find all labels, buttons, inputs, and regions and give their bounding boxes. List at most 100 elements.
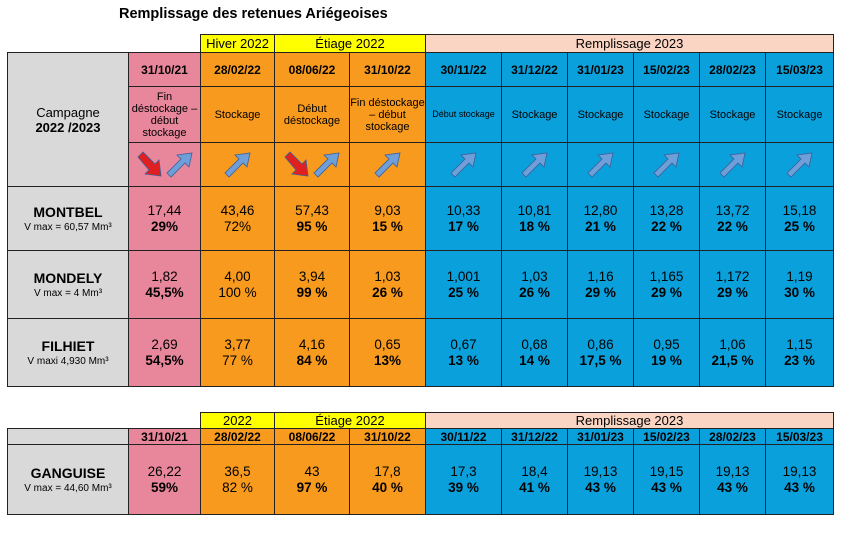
fill-percent: 25 % bbox=[448, 284, 479, 300]
value-cell: 1,16 29 % bbox=[567, 250, 634, 319]
value-cell: 10,81 18 % bbox=[501, 186, 568, 251]
arrow-cell bbox=[128, 142, 201, 187]
value-cell: 13,28 22 % bbox=[633, 186, 700, 251]
value-cell: 17,8 40 % bbox=[349, 444, 426, 515]
volume-value: 3,94 bbox=[298, 268, 326, 284]
value-cell: 1,06 21,5 % bbox=[699, 318, 766, 387]
date-header: 28/02/23 bbox=[699, 428, 766, 445]
date-header: 30/11/22 bbox=[425, 428, 502, 445]
volume-value: 0,86 bbox=[587, 336, 614, 352]
action-cell: Stockage bbox=[567, 86, 634, 143]
value-cell: 1,165 29 % bbox=[633, 250, 700, 319]
group-year: 2022 bbox=[200, 412, 275, 429]
fill-percent: 41 % bbox=[519, 479, 550, 495]
fill-percent: 29 % bbox=[585, 284, 616, 300]
fill-percent: 29 % bbox=[651, 284, 682, 300]
arrow-down-right-red-icon bbox=[136, 150, 161, 176]
reservoir-row: FILHIET V maxi 4,930 Mm³ 2,69 54,5% 3,77 77 %… bbox=[7, 318, 835, 387]
value-cell: 4,16 84 % bbox=[274, 318, 350, 387]
value-cell: 0,95 19 % bbox=[633, 318, 700, 387]
date-header: 31/01/23 bbox=[567, 428, 634, 445]
volume-value: 0,67 bbox=[450, 336, 477, 352]
arrow-down-right-red-icon bbox=[284, 150, 309, 176]
action-cell: Stockage bbox=[764, 86, 835, 143]
date-header: 31/01/23 bbox=[567, 52, 634, 87]
campagne-label: Campagne bbox=[36, 104, 100, 120]
volume-value: 1,16 bbox=[587, 268, 614, 284]
reservoir-name-cell: MONTBEL V max = 60,57 Mm³ bbox=[7, 186, 129, 251]
action-cell: Stockage bbox=[200, 86, 275, 143]
volume-value: 19,13 bbox=[583, 463, 618, 479]
fill-percent: 43 % bbox=[717, 479, 748, 495]
arrow-up-right-blue-icon bbox=[449, 152, 477, 178]
volume-value: 3,77 bbox=[224, 336, 251, 352]
fill-percent: 77 % bbox=[222, 352, 253, 368]
reservoir-name: MONTBEL bbox=[33, 203, 103, 220]
value-cell: 9,03 15 % bbox=[349, 186, 426, 251]
volume-value: 13,72 bbox=[715, 202, 750, 218]
arrow-cell bbox=[699, 142, 766, 187]
value-cell: 4,00 100 % bbox=[200, 250, 275, 319]
volume-value: 1,19 bbox=[786, 268, 813, 284]
fill-percent: 14 % bbox=[519, 352, 550, 368]
reservoir-vmax: V max = 44,60 Mm³ bbox=[24, 482, 112, 494]
reservoir-name-cell: MONDELY V max = 4 Mm³ bbox=[7, 250, 129, 319]
value-cell: 43,46 72% bbox=[200, 186, 275, 251]
volume-value: 9,03 bbox=[374, 202, 401, 218]
volume-value: 1,165 bbox=[649, 268, 684, 284]
volume-value: 15,18 bbox=[782, 202, 817, 218]
fill-percent: 82 % bbox=[222, 479, 253, 495]
reservoir-row: MONDELY V max = 4 Mm³ 1,82 45,5% 4,00 100 % 3,… bbox=[7, 250, 835, 319]
volume-value: 1,82 bbox=[151, 268, 178, 284]
value-cell: 19,13 43 % bbox=[699, 444, 766, 515]
value-cell: 18,4 41 % bbox=[501, 444, 568, 515]
value-cell: 3,94 99 % bbox=[274, 250, 350, 319]
value-cell: 1,172 29 % bbox=[699, 250, 766, 319]
arrow-up-right-blue-icon bbox=[785, 152, 813, 178]
arrow-cell bbox=[274, 142, 350, 187]
value-cell: 17,44 29% bbox=[128, 186, 201, 251]
value-cell: 19,15 43 % bbox=[633, 444, 700, 515]
reservoir-name: FILHIET bbox=[41, 337, 95, 354]
date-header: 28/02/22 bbox=[200, 52, 275, 87]
value-cell: 1,03 26 % bbox=[501, 250, 568, 319]
volume-value: 17,44 bbox=[147, 202, 182, 218]
fill-percent: 21 % bbox=[585, 218, 616, 234]
reservoir-name-cell: FILHIET V maxi 4,930 Mm³ bbox=[7, 318, 129, 387]
fill-percent: 26 % bbox=[372, 284, 403, 300]
value-cell: 19,13 43 % bbox=[764, 444, 835, 515]
date-header: 31/10/21 bbox=[128, 52, 201, 87]
action-cell: Début déstockage bbox=[274, 86, 350, 143]
fill-percent: 43 % bbox=[784, 479, 815, 495]
reservoir-vmax: V max = 4 Mm³ bbox=[33, 287, 103, 299]
action-cell: Fin déstockage – début stockage bbox=[128, 86, 201, 143]
date-header: 15/03/23 bbox=[764, 428, 835, 445]
action-cell: Fin déstockage – début stockage bbox=[349, 86, 426, 143]
volume-value: 0,68 bbox=[521, 336, 548, 352]
date-header: 28/02/23 bbox=[699, 52, 766, 87]
volume-value: 1,172 bbox=[715, 268, 750, 284]
volume-value: 10,81 bbox=[517, 202, 552, 218]
fill-percent: 13 % bbox=[448, 352, 479, 368]
campagne-cell: Campagne 2022 /2023 bbox=[7, 52, 129, 187]
date-header: 31/10/22 bbox=[349, 428, 426, 445]
reservoir-vmax: V maxi 4,930 Mm³ bbox=[27, 355, 109, 367]
date-header: 28/02/22 bbox=[200, 428, 275, 445]
volume-value: 1,001 bbox=[446, 268, 481, 284]
arrow-up-right-blue-icon bbox=[520, 152, 548, 178]
volume-value: 10,33 bbox=[446, 202, 481, 218]
date-header: 15/02/23 bbox=[633, 52, 700, 87]
volume-value: 4,16 bbox=[298, 336, 326, 352]
date-header: 31/12/22 bbox=[501, 52, 568, 87]
fill-percent: 29% bbox=[150, 218, 179, 234]
volume-value: 18,4 bbox=[521, 463, 548, 479]
action-cell: Stockage bbox=[699, 86, 766, 143]
fill-percent: 18 % bbox=[519, 218, 550, 234]
arrow-cell bbox=[425, 142, 502, 187]
reservoir-row: MONTBEL V max = 60,57 Mm³ 17,44 29% 43,46 72%… bbox=[7, 186, 835, 251]
value-cell: 0,65 13% bbox=[349, 318, 426, 387]
group-etiage: Étiage 2022 bbox=[274, 34, 426, 53]
value-cell: 3,77 77 % bbox=[200, 318, 275, 387]
arrow-cell bbox=[349, 142, 426, 187]
group-remplissage-bottom: Remplissage 2023 bbox=[424, 412, 835, 429]
